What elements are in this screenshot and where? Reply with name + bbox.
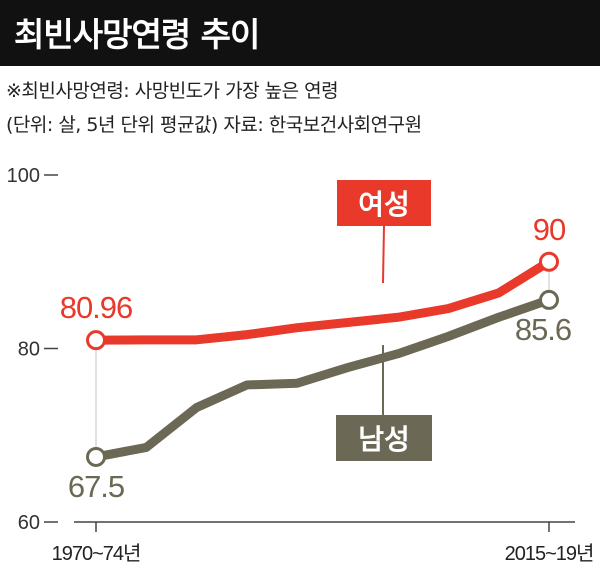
legend-label-male: 남성	[358, 423, 410, 456]
data-label: 80.96	[60, 290, 133, 325]
data-label: 85.6	[515, 312, 571, 347]
legend-label-female: 여성	[358, 188, 410, 221]
series-line-male	[91, 295, 554, 462]
point-female	[86, 330, 106, 351]
point-male	[86, 446, 106, 467]
gap-band	[95, 260, 550, 458]
legend-box-female	[337, 180, 431, 226]
x-tick-label: 1970~74년	[52, 542, 141, 565]
legend-pointer-female	[382, 224, 385, 284]
definition-note: ※최빈사망연령: 사망빈도가 가장 높은 연령	[6, 80, 339, 102]
title-bar: 최빈사망연령 추이	[0, 0, 600, 66]
y-tick-label: 80	[18, 339, 40, 361]
y-tick-label: 100	[7, 165, 40, 187]
legend-box-male	[336, 415, 432, 461]
x-tick-label: 2015~19년	[505, 542, 594, 565]
series-line-female	[91, 257, 554, 345]
data-label: 67.5	[68, 469, 124, 504]
data-label: 90	[533, 212, 566, 247]
unit-source-note: (단위: 살, 5년 단위 평균값) 자료: 한국보건사회연구원	[6, 114, 422, 136]
chart-title: 최빈사망연령 추이	[14, 15, 260, 54]
point-female	[539, 251, 559, 272]
point-male	[539, 289, 559, 310]
y-tick-label: 60	[18, 512, 40, 534]
